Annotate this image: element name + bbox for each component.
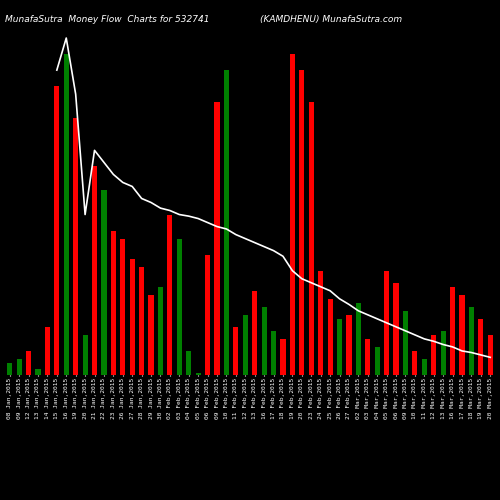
Bar — [384, 270, 389, 375]
Bar — [346, 315, 352, 375]
Bar — [176, 238, 182, 375]
Bar — [82, 335, 87, 375]
Bar — [440, 331, 446, 375]
Bar — [36, 368, 41, 375]
Bar — [158, 286, 163, 375]
Bar — [488, 335, 493, 375]
Bar — [45, 327, 50, 375]
Bar — [224, 70, 229, 375]
Bar — [280, 339, 285, 375]
Bar — [356, 303, 361, 375]
Bar — [337, 319, 342, 375]
Bar — [365, 339, 370, 375]
Bar — [130, 258, 135, 375]
Bar — [16, 359, 21, 375]
Bar — [412, 351, 418, 375]
Bar — [374, 347, 380, 375]
Bar — [214, 102, 220, 375]
Bar — [469, 307, 474, 375]
Bar — [262, 307, 266, 375]
Bar — [205, 254, 210, 375]
Bar — [186, 351, 192, 375]
Bar — [271, 331, 276, 375]
Bar — [318, 270, 324, 375]
Bar — [92, 166, 97, 375]
Bar — [148, 295, 154, 375]
Bar — [26, 351, 31, 375]
Bar — [403, 311, 408, 375]
Bar — [196, 374, 201, 375]
Bar — [242, 315, 248, 375]
Bar — [111, 230, 116, 375]
Text: (KAMDHENU) MunafaSutra.com: (KAMDHENU) MunafaSutra.com — [260, 15, 402, 24]
Bar — [328, 299, 332, 375]
Bar — [252, 291, 258, 375]
Bar — [290, 54, 295, 375]
Bar — [308, 102, 314, 375]
Bar — [102, 190, 106, 375]
Bar — [168, 214, 172, 375]
Bar — [139, 266, 144, 375]
Bar — [299, 70, 304, 375]
Bar — [7, 363, 12, 375]
Bar — [460, 295, 464, 375]
Bar — [422, 359, 427, 375]
Bar — [234, 327, 238, 375]
Bar — [120, 238, 126, 375]
Bar — [73, 118, 78, 375]
Bar — [450, 286, 455, 375]
Bar — [54, 86, 60, 375]
Bar — [478, 319, 484, 375]
Bar — [394, 282, 398, 375]
Bar — [64, 54, 69, 375]
Text: MunafaSutra  Money Flow  Charts for 532741: MunafaSutra Money Flow Charts for 532741 — [5, 15, 210, 24]
Bar — [431, 335, 436, 375]
